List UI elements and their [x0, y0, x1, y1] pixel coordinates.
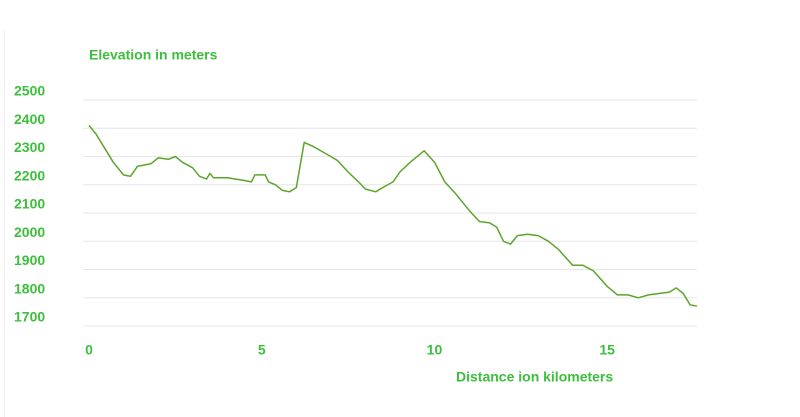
y-tick-label: 2200 — [14, 167, 45, 183]
x-axis-label: Distance ion kilometers — [456, 369, 613, 385]
y-tick-label: 1900 — [14, 252, 45, 268]
x-tick-label: 5 — [258, 342, 266, 358]
y-tick-label: 2000 — [14, 224, 45, 240]
y-axis-label: Elevation in meters — [89, 47, 218, 63]
x-tick-label: 0 — [85, 342, 93, 358]
x-tick-label: 15 — [599, 342, 615, 358]
x-tick-label: 10 — [427, 342, 443, 358]
y-tick-label: 2100 — [14, 196, 45, 212]
y-tick-label: 1800 — [14, 280, 45, 296]
y-tick-label: 2300 — [14, 139, 45, 155]
elevation-line — [88, 124, 698, 307]
y-tick-label: 1700 — [14, 309, 45, 325]
y-tick-label: 2400 — [14, 111, 45, 127]
y-tick-label: 2500 — [14, 83, 45, 99]
